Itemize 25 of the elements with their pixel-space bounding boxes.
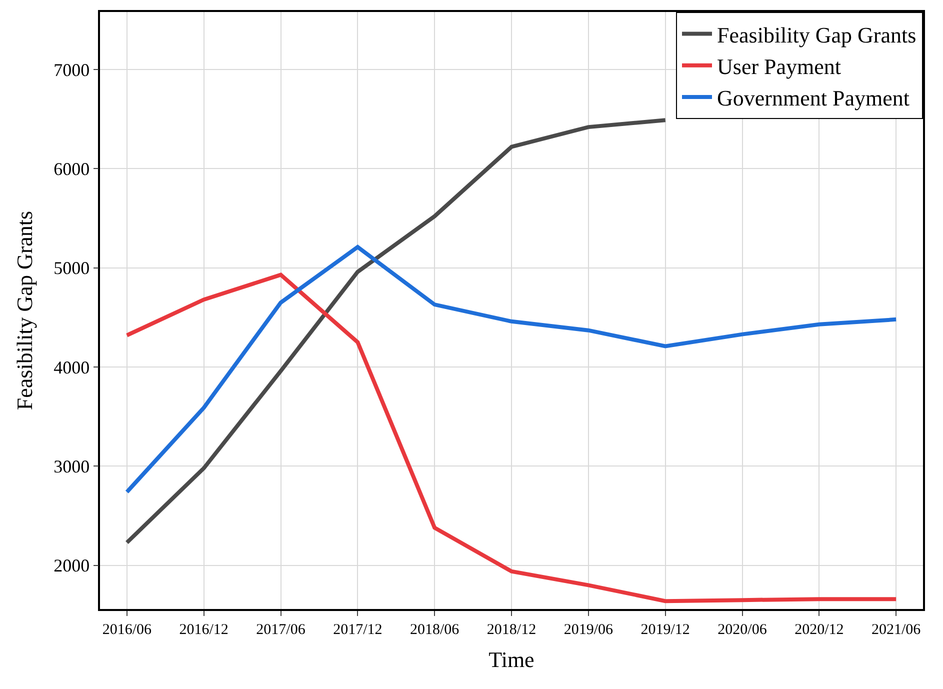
x-tick-label: 2017/12 [333,622,382,638]
x-axis-title: Time [488,647,534,672]
y-tick-label: 6000 [54,158,90,179]
x-tick-label: 2020/12 [794,622,844,638]
x-tick-label: 2017/06 [256,622,306,638]
y-axis-title: Feasibility Gap Grants [12,210,37,410]
x-tick-label: 2019/12 [640,622,690,638]
x-tick-label: 2016/06 [102,622,152,638]
legend-label: Feasibility Gap Grants [717,22,916,48]
line-series [124,245,898,494]
x-tick-label: 2019/06 [564,622,614,638]
line-series [124,272,898,604]
y-tick-label: 4000 [54,357,90,378]
legend-label: Government Payment [717,86,910,111]
x-tick-label: 2016/12 [179,622,228,638]
x-tick-label: 2018/12 [486,622,536,638]
line-series [124,118,668,545]
x-tick-label: 2020/06 [718,622,768,638]
y-tick-label: 2000 [54,556,90,576]
y-tick-label: 7000 [54,60,90,80]
legend-label: User Payment [717,54,842,79]
y-tick-label: 3000 [54,456,90,476]
y-tick-label: 5000 [54,258,90,278]
x-tick-label: 2021/06 [871,622,922,638]
x-tick-label: 2018/06 [410,622,460,638]
